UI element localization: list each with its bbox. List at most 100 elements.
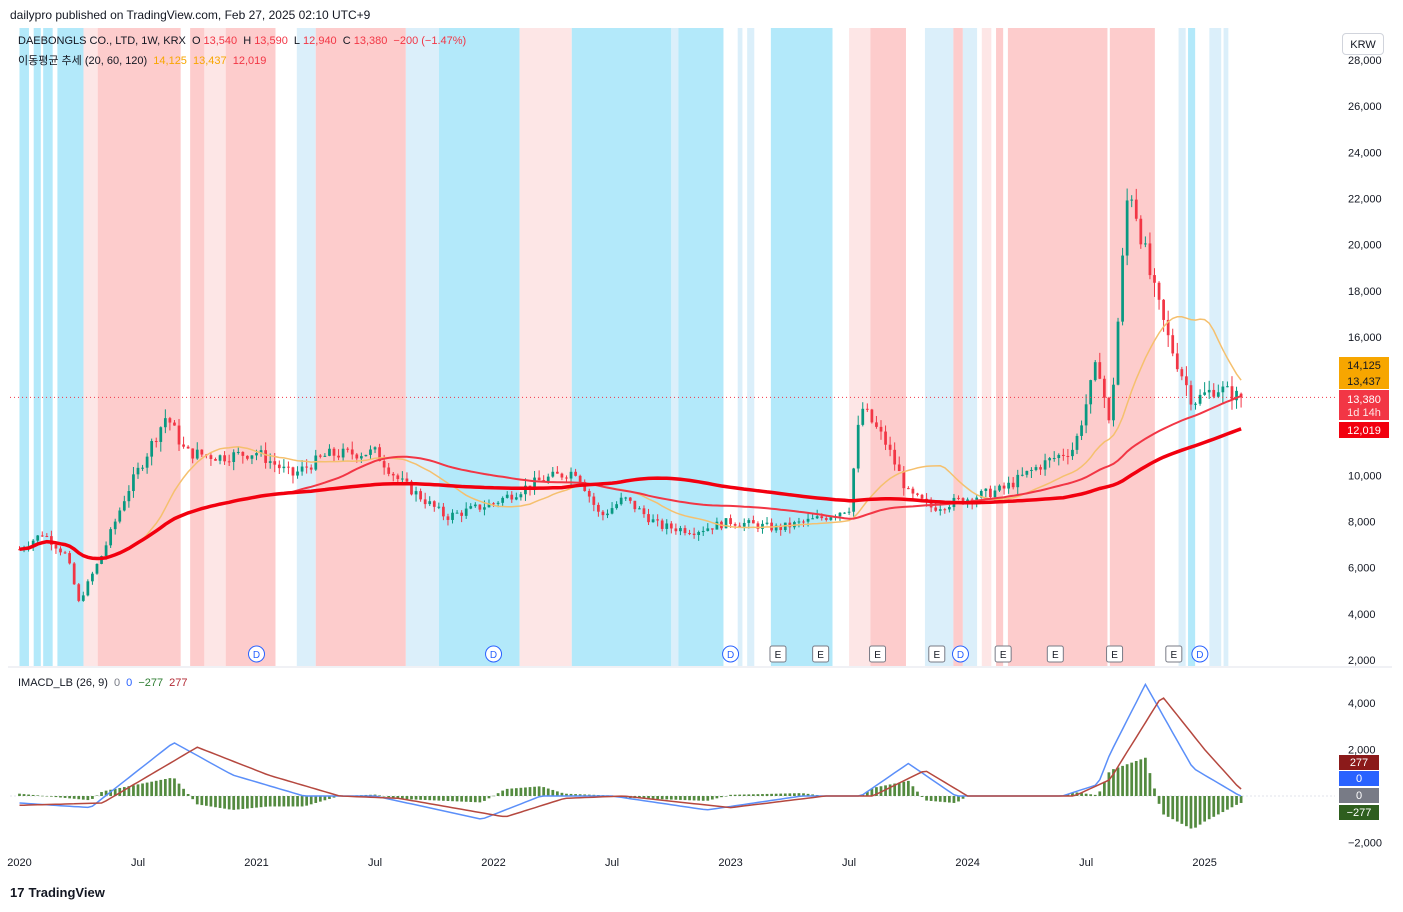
change-value: −200 (−1.47%) xyxy=(393,35,467,47)
candle-body xyxy=(601,511,605,516)
tradingview-brand: TradingView xyxy=(28,885,105,900)
histogram-bar xyxy=(236,796,240,810)
trend-band xyxy=(962,28,978,666)
candle-body xyxy=(428,501,432,505)
histogram-bar xyxy=(268,796,272,807)
candle-body xyxy=(1125,200,1129,256)
candle-body xyxy=(195,449,199,459)
candle-body xyxy=(688,533,691,535)
candle-body xyxy=(86,581,90,596)
earnings-marker-label: E xyxy=(874,650,881,661)
histogram-bar xyxy=(264,796,267,807)
candle-body xyxy=(692,533,696,536)
candle-body xyxy=(1130,199,1134,201)
histogram-bar xyxy=(314,796,318,803)
histogram-bar xyxy=(31,794,35,796)
candle-body xyxy=(328,448,331,456)
candle-body xyxy=(72,563,76,585)
candle-body xyxy=(496,502,500,504)
candle-body xyxy=(1153,275,1156,283)
trend-band xyxy=(996,28,1004,666)
candle-body xyxy=(957,497,960,499)
candle-body xyxy=(277,464,281,469)
histogram-bar xyxy=(391,796,395,798)
candle-body xyxy=(578,475,582,482)
histogram-bar xyxy=(1084,793,1088,796)
candle-body xyxy=(761,523,764,529)
candle-body xyxy=(1121,255,1124,322)
symbol-name[interactable]: DAEBONGLS CO., LTD, 1W, KRX xyxy=(18,35,186,47)
histogram-bar xyxy=(788,793,792,796)
candle-body xyxy=(410,481,413,495)
candle-body xyxy=(145,456,149,468)
candle-body xyxy=(815,516,819,519)
histogram-bar xyxy=(797,793,801,796)
trend-band xyxy=(1188,28,1196,666)
candle-body xyxy=(843,512,846,514)
trend-band xyxy=(770,28,833,666)
histogram-bar xyxy=(464,796,468,802)
candle-body xyxy=(40,535,44,537)
candle-body xyxy=(132,474,135,492)
candle-body xyxy=(1171,335,1175,354)
macd-indicator-name[interactable]: IMACD_LB (26, 9) xyxy=(18,677,108,689)
candle-body xyxy=(473,504,477,507)
candle-body xyxy=(1098,362,1102,379)
macd-tag-hist: −277 xyxy=(1347,807,1372,819)
candle-body xyxy=(555,471,559,474)
candle-body xyxy=(738,525,742,527)
candle-body xyxy=(633,500,637,510)
time-tick-label: 2020 xyxy=(7,857,31,869)
candle-body xyxy=(68,553,71,564)
candle-body xyxy=(378,447,381,462)
candle-body xyxy=(906,488,910,490)
time-tick-label: Jul xyxy=(605,857,619,869)
candle-body xyxy=(287,466,290,468)
histogram-bar xyxy=(451,796,454,802)
ma120-value: 12,019 xyxy=(232,55,267,67)
histogram-bar xyxy=(1116,767,1120,796)
histogram-bar xyxy=(63,796,67,798)
histogram-bar xyxy=(701,796,705,801)
candle-body xyxy=(824,518,828,520)
candle-body xyxy=(127,491,131,502)
candle-body xyxy=(710,528,714,530)
histogram-bar xyxy=(870,788,874,796)
currency-button[interactable]: KRW xyxy=(1342,33,1384,55)
tradingview-footer[interactable]: 17 TradingView xyxy=(10,885,105,900)
candle-body xyxy=(191,448,195,459)
histogram-bar xyxy=(300,796,304,807)
candle-body xyxy=(1084,404,1088,426)
candle-body xyxy=(437,506,441,508)
candle-body xyxy=(619,497,623,505)
candle-body xyxy=(1221,386,1225,393)
candle-body xyxy=(733,524,737,526)
candle-body xyxy=(865,408,869,410)
candle-body xyxy=(1002,485,1006,489)
histogram-bar xyxy=(45,796,49,797)
histogram-bar xyxy=(127,786,131,796)
earnings-marker-icon xyxy=(1165,645,1183,663)
candle-body xyxy=(337,455,340,458)
earnings-marker-icon xyxy=(1046,645,1064,663)
histogram-bar xyxy=(323,796,327,801)
ma-legend: 이동평균 추세 (20, 60, 120) 14,125 13,437 12,0… xyxy=(18,52,269,68)
histogram-bar xyxy=(551,789,555,796)
candle-body xyxy=(159,427,163,442)
histogram-bar xyxy=(18,793,21,796)
candle-body xyxy=(59,548,62,553)
histogram-bar xyxy=(1207,796,1211,820)
candle-body xyxy=(173,422,176,426)
candle-body xyxy=(1162,299,1165,320)
candle-body xyxy=(961,498,965,504)
candle-body xyxy=(774,525,778,531)
histogram-bar xyxy=(54,796,58,798)
earnings-marker-icon xyxy=(769,645,787,663)
histogram-bar xyxy=(387,796,391,798)
candle-body xyxy=(1116,321,1120,385)
earnings-marker-label: E xyxy=(1111,650,1118,661)
candle-body xyxy=(1235,390,1238,401)
histogram-bar xyxy=(533,786,536,796)
ma-indicator-name[interactable]: 이동평균 추세 (20, 60, 120) xyxy=(18,55,148,67)
